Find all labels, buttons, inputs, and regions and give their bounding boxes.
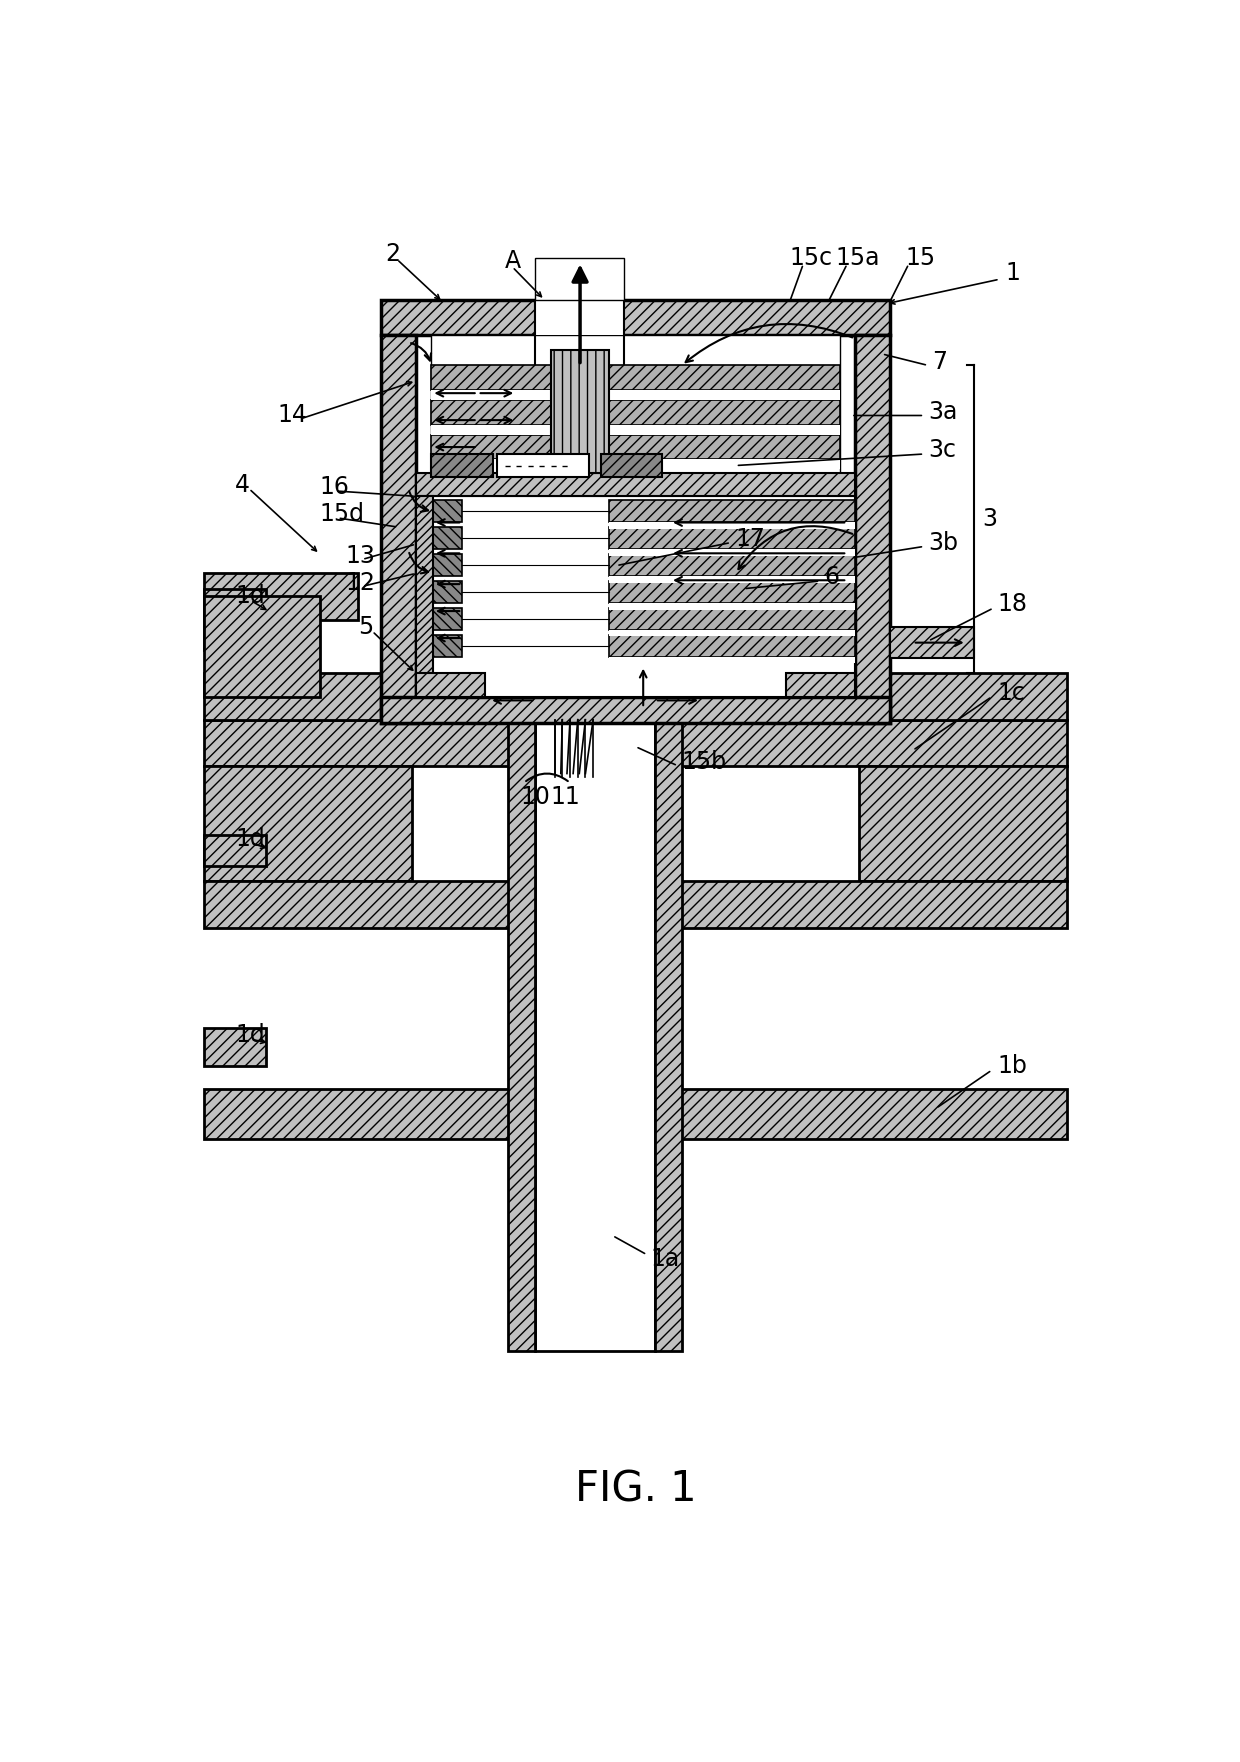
Bar: [420, 608, 463, 629]
Bar: [205, 573, 358, 620]
Text: 1b: 1b: [997, 1054, 1027, 1078]
Bar: [536, 719, 655, 1351]
Text: 4: 4: [236, 472, 250, 497]
Text: 13: 13: [345, 544, 374, 569]
Bar: [854, 335, 889, 724]
Text: 1: 1: [1006, 261, 1021, 285]
Bar: [205, 719, 1066, 766]
Text: 11: 11: [551, 784, 580, 809]
Text: 15c: 15c: [790, 245, 832, 270]
Bar: [655, 719, 682, 1351]
Bar: [609, 634, 854, 657]
Text: 1d: 1d: [236, 1024, 265, 1047]
Bar: [432, 435, 839, 460]
Text: 3b: 3b: [928, 530, 959, 555]
Bar: [889, 627, 975, 657]
Bar: [609, 608, 854, 629]
Text: 10: 10: [520, 784, 549, 809]
Text: 3: 3: [982, 507, 997, 532]
Bar: [205, 835, 265, 865]
Text: 1a: 1a: [651, 1247, 681, 1270]
Text: 15b: 15b: [682, 751, 727, 774]
Bar: [601, 455, 662, 478]
Bar: [205, 620, 265, 650]
Text: 3a: 3a: [928, 400, 957, 423]
Text: 12: 12: [345, 571, 374, 596]
Bar: [417, 497, 433, 696]
Bar: [205, 766, 412, 881]
Text: 16: 16: [320, 476, 350, 499]
Bar: [609, 581, 854, 603]
Text: 1d: 1d: [236, 826, 265, 851]
Text: 18: 18: [997, 592, 1028, 617]
Bar: [205, 673, 412, 719]
Bar: [432, 455, 494, 478]
Bar: [205, 597, 320, 696]
Bar: [609, 548, 854, 555]
Bar: [432, 460, 839, 469]
Text: FIG. 1: FIG. 1: [574, 1470, 697, 1510]
Bar: [420, 500, 463, 522]
Bar: [536, 257, 624, 300]
Bar: [420, 634, 463, 657]
Bar: [420, 553, 463, 576]
Text: 6: 6: [825, 566, 839, 589]
Bar: [609, 657, 854, 664]
Bar: [786, 673, 854, 696]
Text: 7: 7: [932, 349, 947, 374]
Text: 1d: 1d: [236, 585, 265, 608]
Bar: [420, 581, 463, 603]
Bar: [382, 335, 417, 724]
Bar: [205, 1027, 265, 1066]
Bar: [609, 500, 854, 522]
Bar: [859, 766, 1066, 881]
Bar: [609, 527, 854, 548]
Text: A: A: [505, 250, 521, 273]
Bar: [497, 455, 589, 478]
Bar: [551, 351, 609, 474]
Bar: [417, 335, 854, 696]
Text: 15: 15: [905, 245, 935, 270]
Bar: [432, 365, 839, 389]
Text: 1c: 1c: [997, 680, 1025, 705]
Bar: [205, 589, 265, 620]
Bar: [609, 522, 854, 529]
Bar: [508, 719, 536, 1351]
Text: 5: 5: [358, 615, 373, 640]
Bar: [417, 474, 854, 497]
Text: 3c: 3c: [928, 439, 956, 462]
Bar: [609, 629, 854, 636]
Text: 15d: 15d: [320, 502, 365, 527]
Text: 14: 14: [278, 403, 308, 428]
Bar: [417, 497, 854, 696]
Text: 17: 17: [735, 527, 765, 552]
Bar: [382, 696, 889, 724]
Bar: [609, 603, 854, 610]
Text: 15a: 15a: [836, 245, 880, 270]
Bar: [382, 300, 889, 335]
Bar: [609, 553, 854, 576]
Bar: [432, 335, 839, 474]
Bar: [205, 1089, 1066, 1140]
Bar: [432, 389, 839, 400]
Bar: [420, 527, 463, 548]
Bar: [609, 576, 854, 583]
Bar: [432, 400, 839, 425]
Bar: [205, 881, 1066, 927]
Bar: [536, 300, 624, 335]
Bar: [417, 673, 485, 696]
Text: 2: 2: [386, 241, 401, 266]
Bar: [859, 673, 1066, 719]
Bar: [432, 425, 839, 435]
